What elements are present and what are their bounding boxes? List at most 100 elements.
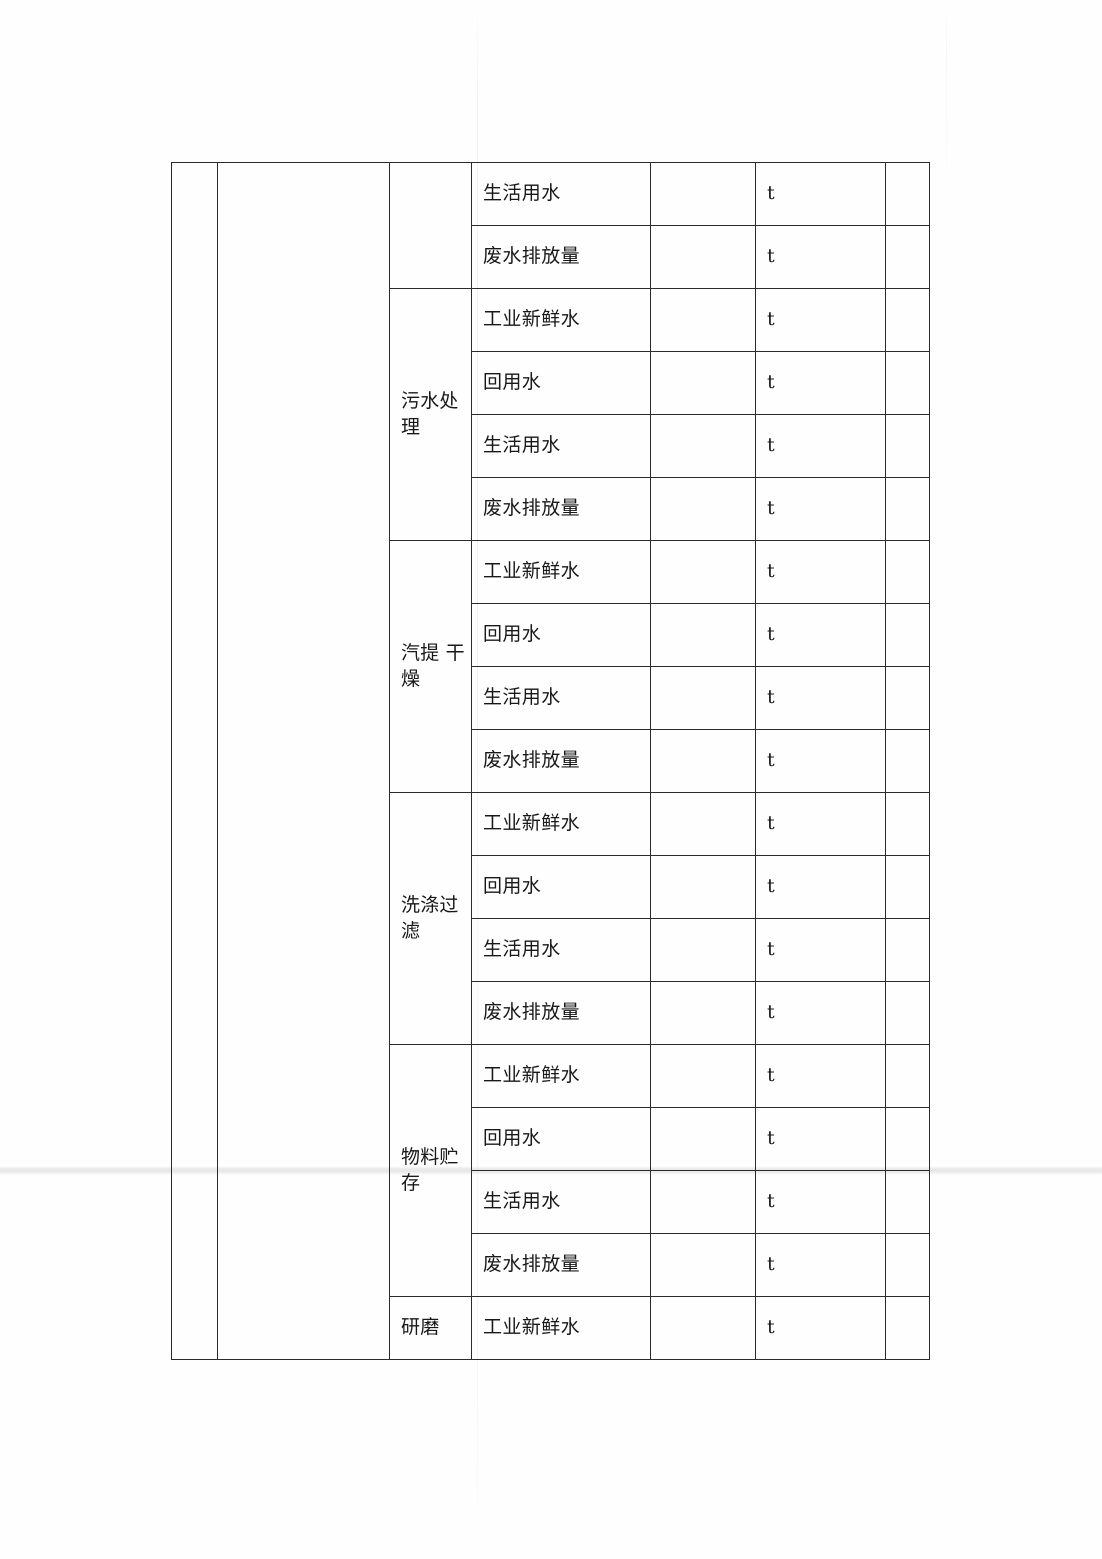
process-stage-cell: 洗涤过滤 (389, 792, 472, 1045)
unit-cell: t (755, 666, 886, 730)
water-item-cell: 工业新鲜水 (471, 1296, 651, 1360)
unit-cell: t (755, 981, 886, 1045)
value-input-cell[interactable] (650, 1296, 756, 1360)
table-row: 生活用水 t (172, 414, 930, 478)
table-row: 废水排放量 t (172, 477, 930, 541)
note-input-cell[interactable] (885, 351, 930, 415)
value-input-cell[interactable] (650, 540, 756, 604)
value-input-cell[interactable] (650, 1233, 756, 1297)
note-input-cell[interactable] (885, 477, 930, 541)
unit-cell: t (755, 1107, 886, 1171)
water-item-cell: 回用水 (471, 351, 651, 415)
water-item-cell: 废水排放量 (471, 225, 651, 289)
table-row: 物料贮存 工业新鲜水 t (172, 1044, 930, 1297)
value-input-cell[interactable] (650, 981, 756, 1045)
note-input-cell[interactable] (885, 414, 930, 478)
unit-cell: t (755, 729, 886, 793)
water-item-cell: 废水排放量 (471, 729, 651, 793)
note-input-cell[interactable] (885, 288, 930, 352)
table-row: 回用水 t (172, 351, 930, 415)
note-input-cell[interactable] (885, 540, 930, 604)
value-input-cell[interactable] (650, 666, 756, 730)
unit-cell: t (755, 351, 886, 415)
unit-cell: t (755, 1296, 886, 1360)
value-input-cell[interactable] (650, 288, 756, 352)
value-input-cell[interactable] (650, 162, 756, 226)
table-body: 生活用水 t 废水排放量 t 污水处理 工业新鲜水 t 回用水 t 生活用水 t 废水排放量 t 汽提 干… (171, 162, 930, 1360)
table-row: 生活用水 t (172, 666, 930, 730)
note-input-cell[interactable] (885, 666, 930, 730)
value-input-cell[interactable] (650, 1107, 756, 1171)
note-input-cell[interactable] (885, 792, 930, 856)
water-item-cell: 回用水 (471, 1107, 651, 1171)
unit-cell: t (755, 1170, 886, 1234)
water-usage-table: 生活用水 t 废水排放量 t 污水处理 工业新鲜水 t 回用水 t 生活用水 t 废水排放量 t 汽提 干… (171, 162, 930, 1360)
water-item-cell: 工业新鲜水 (471, 792, 651, 856)
unit-cell: t (755, 162, 886, 226)
unit-cell: t (755, 288, 886, 352)
water-item-cell: 生活用水 (471, 1170, 651, 1234)
note-input-cell[interactable] (885, 981, 930, 1045)
process-stage-cell: 污水处理 (389, 288, 472, 541)
note-input-cell[interactable] (885, 1107, 930, 1171)
note-input-cell[interactable] (885, 1170, 930, 1234)
table-row: 废水排放量 t (172, 1233, 930, 1297)
note-input-cell[interactable] (885, 162, 930, 226)
value-input-cell[interactable] (650, 792, 756, 856)
water-item-cell: 生活用水 (471, 414, 651, 478)
value-input-cell[interactable] (650, 225, 756, 289)
value-input-cell[interactable] (650, 351, 756, 415)
water-item-cell: 回用水 (471, 603, 651, 667)
scan-artifact-vertical-line-right (946, 0, 947, 1559)
unit-cell: t (755, 1233, 886, 1297)
water-item-cell: 回用水 (471, 855, 651, 919)
note-input-cell[interactable] (885, 1044, 930, 1108)
value-input-cell[interactable] (650, 477, 756, 541)
water-item-cell: 工业新鲜水 (471, 1044, 651, 1108)
unit-cell: t (755, 540, 886, 604)
table-row: 洗涤过滤 工业新鲜水 t (172, 792, 930, 1045)
value-input-cell[interactable] (650, 918, 756, 982)
unit-cell: t (755, 477, 886, 541)
process-stage-cell: 研磨 (389, 1296, 472, 1360)
table-row: 废水排放量 t (172, 981, 930, 1045)
note-input-cell[interactable] (885, 855, 930, 919)
value-input-cell[interactable] (650, 729, 756, 793)
note-input-cell[interactable] (885, 1296, 930, 1360)
unit-cell: t (755, 792, 886, 856)
value-input-cell[interactable] (650, 1044, 756, 1108)
unit-cell: t (755, 603, 886, 667)
water-item-cell: 生活用水 (471, 666, 651, 730)
note-input-cell[interactable] (885, 729, 930, 793)
table-row: 研磨 工业新鲜水 t (172, 1296, 930, 1360)
water-item-cell: 工业新鲜水 (471, 540, 651, 604)
note-input-cell[interactable] (885, 1233, 930, 1297)
water-item-cell: 工业新鲜水 (471, 288, 651, 352)
process-stage-cell: 物料贮存 (389, 1044, 472, 1297)
table-row: 生活用水 t (172, 918, 930, 982)
table-row: 废水排放量 t (172, 225, 930, 289)
water-item-cell: 生活用水 (471, 918, 651, 982)
value-input-cell[interactable] (650, 603, 756, 667)
water-item-cell: 废水排放量 (471, 1233, 651, 1297)
note-input-cell[interactable] (885, 603, 930, 667)
note-input-cell[interactable] (885, 225, 930, 289)
unit-cell: t (755, 855, 886, 919)
water-item-cell: 生活用水 (471, 162, 651, 226)
value-input-cell[interactable] (650, 855, 756, 919)
unit-cell: t (755, 225, 886, 289)
table-row: 生活用水 t (171, 162, 930, 1360)
unit-cell: t (755, 918, 886, 982)
note-input-cell[interactable] (885, 918, 930, 982)
water-item-cell: 废水排放量 (471, 477, 651, 541)
table-row: 回用水 t (172, 1107, 930, 1171)
water-item-cell: 废水排放量 (471, 981, 651, 1045)
table-row: 回用水 t (172, 855, 930, 919)
value-input-cell[interactable] (650, 1170, 756, 1234)
process-stage-cell (389, 162, 472, 289)
process-stage-cell: 汽提 干燥 (389, 540, 472, 793)
value-input-cell[interactable] (650, 414, 756, 478)
left-margin-column-outer (171, 162, 218, 1360)
table-row: 回用水 t (172, 603, 930, 667)
